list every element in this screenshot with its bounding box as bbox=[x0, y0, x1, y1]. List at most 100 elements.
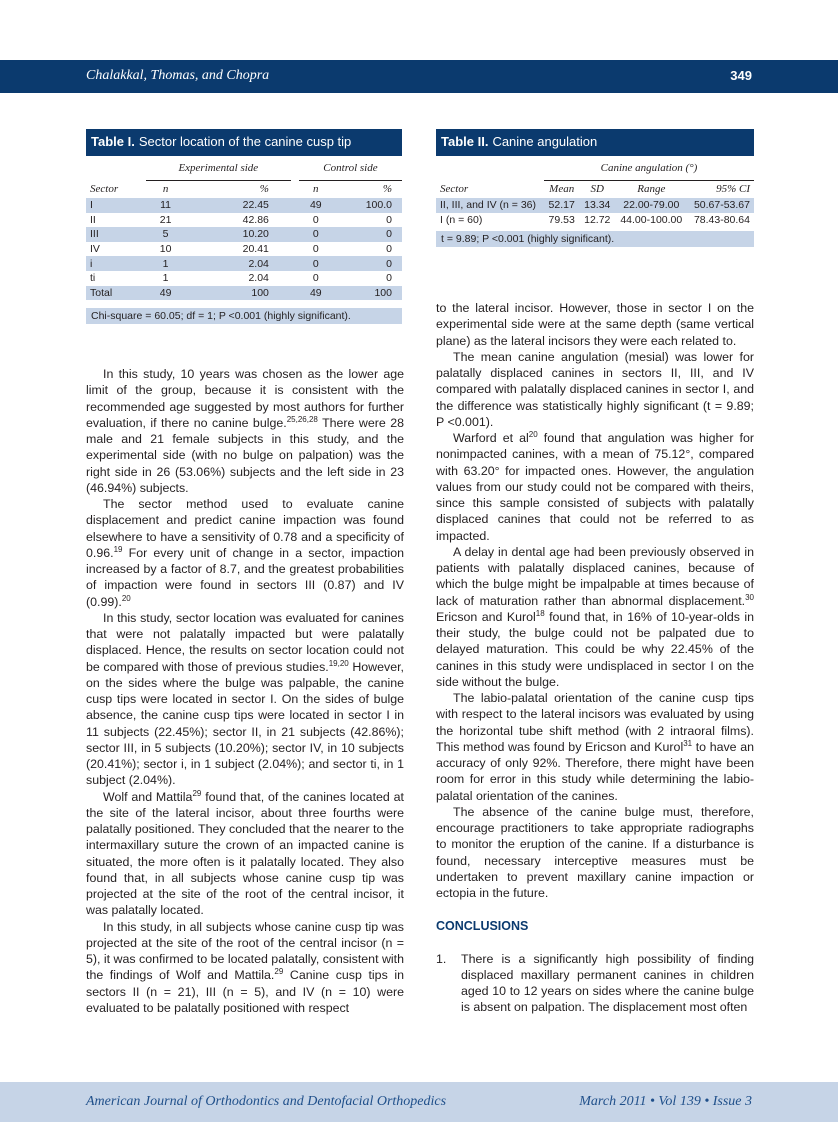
text-run: For every unit of change in a sector, im… bbox=[86, 545, 404, 609]
table-2: Table II. Canine angulation Canine angula… bbox=[436, 129, 754, 248]
table-1-group-control: Control side bbox=[298, 156, 402, 181]
table-2-col-header: 95% CI bbox=[716, 183, 750, 196]
paragraph: The labio-palatal orientation of the can… bbox=[436, 690, 754, 804]
table-cell: 100.0 bbox=[365, 199, 392, 212]
text-run: The absence of the canine bulge must, th… bbox=[436, 804, 754, 900]
text-run: The mean canine angulation (mesial) was … bbox=[436, 349, 754, 429]
paragraph: The absence of the canine bulge must, th… bbox=[436, 804, 754, 902]
table-2-group-header: Canine angulation (°) bbox=[543, 156, 754, 181]
text-run: found that angulation was higher for non… bbox=[436, 431, 755, 543]
text-run: The labio-palatal orientation of the can… bbox=[436, 691, 754, 754]
table-cell: IV bbox=[90, 243, 100, 256]
table-row: III 5 10.20 0 0 bbox=[86, 227, 402, 242]
text-run: In this study, in all subjects whose can… bbox=[86, 919, 404, 983]
text-run: There were 28 male and 21 female subject… bbox=[86, 415, 404, 495]
citation-superscript: 25,26,28 bbox=[286, 414, 318, 424]
paragraph: In this study, 10 years was chosen as th… bbox=[86, 366, 404, 496]
text-run: found that, of the canines located at th… bbox=[86, 789, 405, 918]
table-cell: I bbox=[90, 199, 93, 212]
table-cell: 100 bbox=[251, 286, 269, 299]
text-run: Ericson and Kurol bbox=[436, 609, 536, 624]
table-cell: 100 bbox=[374, 286, 392, 299]
table-row: II, III, and IV (n = 36) 52.17 13.34 22.00-… bbox=[436, 198, 754, 213]
table-cell: 1 bbox=[162, 272, 169, 285]
table-cell: 0 bbox=[312, 243, 319, 256]
table-1-note: Chi-square = 60.05; df = 1; P <0.001 (hi… bbox=[86, 308, 402, 325]
table-cell: 44.00-100.00 bbox=[620, 213, 683, 226]
table-cell: 5 bbox=[162, 228, 169, 241]
paragraph: In this study, in all subjects whose can… bbox=[86, 919, 404, 1017]
table-2-col-header: Mean bbox=[549, 183, 575, 196]
text-run: to have an accuracy of only 92%. Therefo… bbox=[436, 739, 754, 803]
journal-name: American Journal of Orthodontics and Den… bbox=[86, 1094, 447, 1109]
table-2-col-header: SD bbox=[590, 183, 604, 196]
table-row: I (n = 60) 79.53 12.72 44.00-100.00 78.43-80… bbox=[436, 213, 754, 228]
text-run: However, on the sides where the bulge wa… bbox=[86, 659, 404, 788]
table-cell: ti bbox=[90, 272, 96, 285]
table-1-caption: Table I. Sector location of the canine cu… bbox=[86, 129, 402, 156]
table-cell: 13.34 bbox=[584, 199, 611, 212]
left-column-text: In this study, 10 years was chosen as th… bbox=[86, 366, 404, 1016]
running-header: Chalakkal, Thomas, and Chopra 349 bbox=[0, 60, 838, 93]
table-cell: 10.20 bbox=[242, 228, 269, 241]
table-row: Total 49 100 49 100 bbox=[86, 285, 402, 301]
paragraph: to the lateral incisor. However, those i… bbox=[436, 300, 754, 349]
table-cell: 0 bbox=[386, 213, 392, 226]
table-2-note: t = 9.89; P <0.001 (highly significant). bbox=[436, 231, 754, 248]
text-run: found that, in 16% of 10-year-olds in th… bbox=[436, 609, 754, 689]
page-number: 349 bbox=[730, 68, 752, 83]
running-footer: American Journal of Orthodontics and Den… bbox=[0, 1082, 838, 1122]
citation-superscript: 29 bbox=[192, 788, 202, 798]
table-1-col-header: % bbox=[259, 183, 269, 196]
table-cell: 78.43-80.64 bbox=[693, 213, 750, 226]
table-cell: 0 bbox=[386, 228, 392, 241]
text-run: In this study, 10 years was chosen as th… bbox=[86, 367, 404, 430]
table-1-label: Table I. bbox=[91, 134, 135, 149]
right-column-text: to the lateral incisor. However, those i… bbox=[436, 300, 754, 1016]
table-row: ti 1 2.04 0 0 bbox=[86, 271, 402, 286]
citation-superscript: 19 bbox=[113, 544, 123, 554]
table-cell: 0 bbox=[312, 213, 319, 226]
table-cell: 12.72 bbox=[584, 213, 611, 226]
table-1: Table I. Sector location of the canine cu… bbox=[86, 129, 402, 325]
table-cell: Total bbox=[90, 286, 113, 299]
table-2-label: Table II. bbox=[441, 134, 489, 149]
paragraph: A delay in dental age had been previousl… bbox=[436, 544, 754, 690]
paragraph: The sector method used to evaluate canin… bbox=[86, 496, 404, 610]
table-cell: III bbox=[90, 228, 99, 241]
conclusion-number: 1. bbox=[436, 951, 447, 966]
table-2-title: Canine angulation bbox=[492, 134, 598, 149]
text-run: Wolf and Mattila bbox=[103, 789, 193, 804]
running-header-authors: Chalakkal, Thomas, and Chopra bbox=[86, 68, 270, 83]
table-2-caption: Table II. Canine angulation bbox=[436, 129, 754, 156]
conclusion-item: 1. There is a significantly high possibi… bbox=[436, 951, 754, 1016]
citation-superscript: 30 bbox=[745, 592, 754, 602]
paragraph: Wolf and Mattila29 found that, of the ca… bbox=[86, 789, 404, 919]
table-1-group-experimental: Experimental side bbox=[145, 156, 291, 181]
text-run: Canine cusp tips in sectors II (n = 21),… bbox=[86, 968, 404, 1015]
table-cell: I (n = 60) bbox=[440, 213, 483, 226]
table-cell: 11 bbox=[160, 199, 172, 212]
table-cell: 20.41 bbox=[242, 243, 269, 256]
table-cell: II bbox=[90, 213, 96, 226]
table-cell: i bbox=[90, 257, 93, 270]
table-cell: 0 bbox=[386, 257, 392, 270]
text-run: The sector method used to evaluate canin… bbox=[86, 497, 404, 560]
table-cell: 79.53 bbox=[548, 213, 575, 226]
paragraph: The mean canine angulation (mesial) was … bbox=[436, 349, 754, 430]
table-row: II 21 42.86 0 0 bbox=[86, 213, 402, 228]
paragraph: Warford et al20 found that angulation wa… bbox=[436, 430, 754, 544]
table-cell: 49 bbox=[309, 286, 322, 299]
text-run: to the lateral incisor. However, those i… bbox=[436, 301, 754, 348]
table-cell: 0 bbox=[386, 272, 392, 285]
table-cell: 22.00-79.00 bbox=[623, 199, 680, 212]
table-cell: 0 bbox=[312, 272, 319, 285]
paragraph: In this study, sector location was evalu… bbox=[86, 610, 404, 789]
citation-superscript: 18 bbox=[535, 608, 545, 618]
citation-superscript: 20 bbox=[121, 593, 131, 603]
table-cell: 2.04 bbox=[248, 257, 269, 270]
citation-superscript: 29 bbox=[274, 967, 284, 977]
issue-info: March 2011 • Vol 139 • Issue 3 bbox=[579, 1094, 752, 1109]
table-cell: 0 bbox=[386, 243, 392, 256]
citation-superscript: 31 bbox=[683, 738, 693, 748]
